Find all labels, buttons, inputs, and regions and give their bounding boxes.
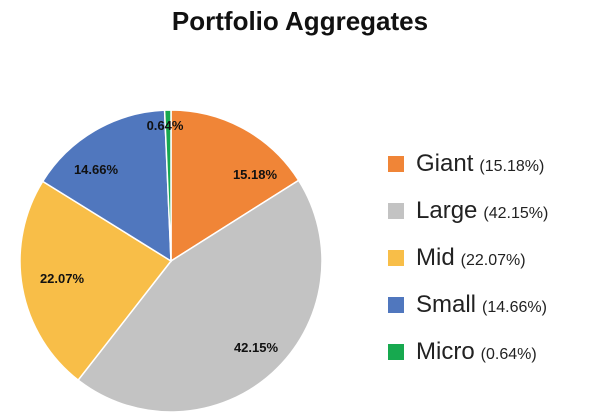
legend-swatch-micro	[388, 344, 404, 360]
legend-label-small: Small	[416, 291, 477, 318]
legend-item-small: Small (14.66%)	[388, 291, 548, 338]
legend-item-micro: Micro (0.64%)	[388, 338, 548, 385]
pie-slice-large	[77, 179, 323, 413]
pie-slice-micro	[163, 109, 172, 262]
legend-label-micro: Micro	[416, 338, 475, 365]
legend-swatch-large	[388, 203, 404, 219]
legend-pct-small: (14.66%)	[482, 299, 547, 316]
pie-slice-giant	[170, 109, 300, 263]
legend-label-large: Large	[416, 197, 478, 224]
slice-label-small: 14.66%	[74, 162, 119, 177]
legend-pct-mid: (22.07%)	[460, 252, 526, 269]
legend-swatch-mid	[388, 250, 404, 266]
legend-item-large: Large (42.15%)	[388, 197, 548, 244]
slice-label-large: 42.15%	[234, 340, 279, 355]
legend-item-giant: Giant (15.18%)	[388, 150, 548, 197]
legend-swatch-giant	[388, 156, 404, 172]
slice-label-micro: 0.64%	[147, 118, 184, 133]
legend-item-mid: Mid (22.07%)	[388, 244, 548, 291]
slice-label-mid: 22.07%	[40, 271, 85, 286]
slice-label-giant: 15.18%	[233, 167, 278, 182]
legend: Giant (15.18%) Large (42.15%) Mid (22.07…	[388, 150, 548, 385]
legend-pct-large: (42.15%)	[483, 205, 549, 222]
legend-label-giant: Giant	[416, 150, 474, 177]
legend-swatch-small	[388, 297, 404, 313]
legend-pct-giant: (15.18%)	[479, 158, 545, 175]
legend-label-mid: Mid	[416, 244, 455, 271]
pie-slice-mid	[19, 180, 173, 382]
chart-title: Portfolio Aggregates	[171, 6, 429, 36]
pie-slice-small	[41, 109, 172, 263]
legend-pct-micro: (0.64%)	[480, 346, 537, 363]
